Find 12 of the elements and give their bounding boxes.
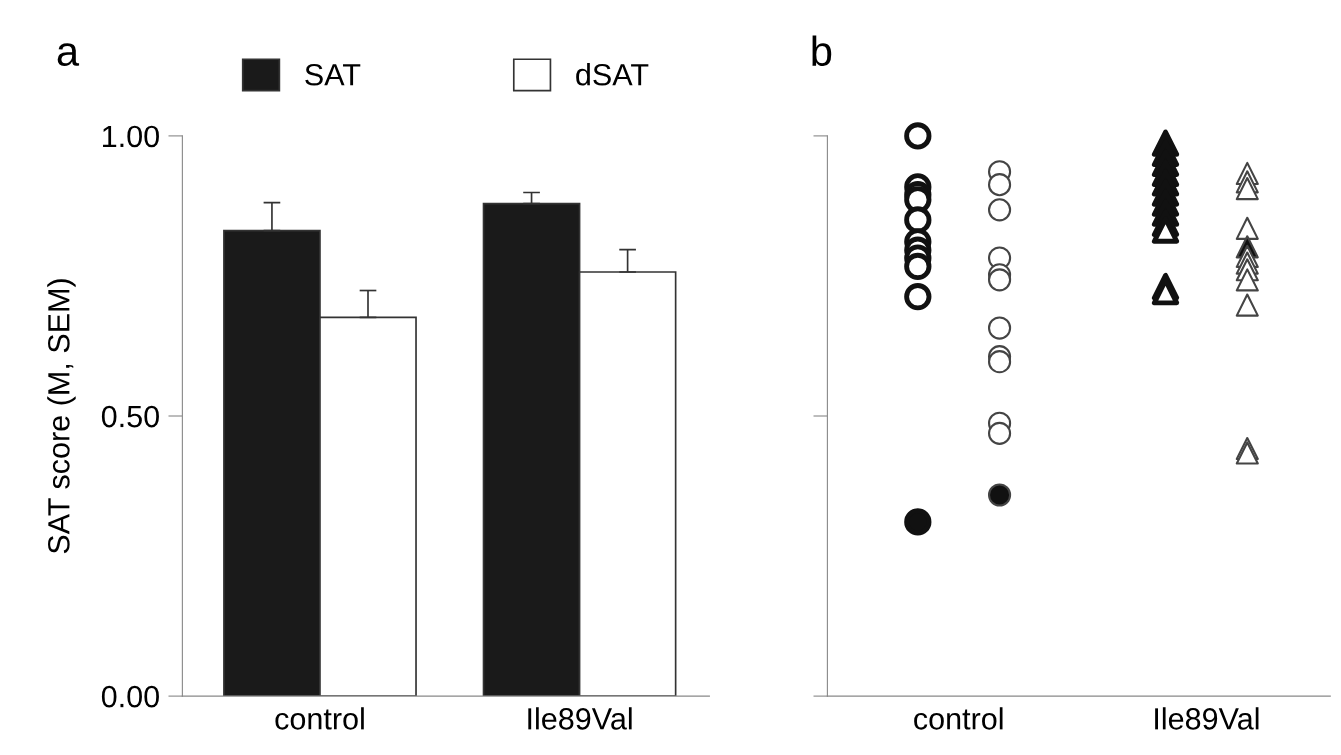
y-tick-label: 0.00 bbox=[101, 685, 159, 708]
legend-label: dSAT bbox=[576, 63, 649, 86]
x-tick-label: control bbox=[914, 707, 1003, 730]
y-tick-label: 1.00 bbox=[103, 125, 159, 148]
y-tick-label: 0.50 bbox=[101, 405, 159, 428]
x-tick-label: Ile89Val bbox=[1155, 707, 1259, 730]
x-tick-label: control bbox=[275, 707, 364, 730]
chart-title: a bbox=[57, 43, 80, 67]
y-axis-title: SAT score (M, SEM) bbox=[47, 279, 76, 554]
x-tick-label: Ile89Val bbox=[528, 707, 632, 730]
chart-title: b bbox=[812, 35, 832, 67]
legend-label: SAT bbox=[305, 63, 361, 86]
